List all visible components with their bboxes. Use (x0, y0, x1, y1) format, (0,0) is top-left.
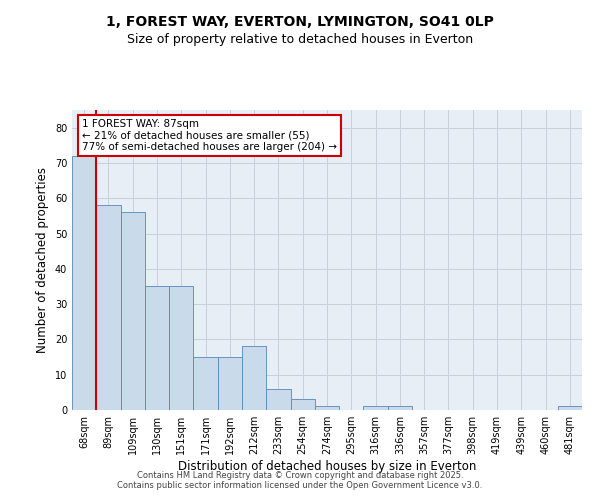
Bar (290, 400, 315, 410)
Text: 1, FOREST WAY, EVERTON, LYMINGTON, SO41 0LP: 1, FOREST WAY, EVERTON, LYMINGTON, SO41 … (106, 15, 494, 29)
Bar (388, 406, 412, 410)
Y-axis label: Number of detached properties: Number of detached properties (36, 167, 49, 353)
Bar (558, 406, 582, 410)
Text: 1 FOREST WAY: 87sqm
← 21% of detached houses are smaller (55)
77% of semi-detach: 1 FOREST WAY: 87sqm ← 21% of detached ho… (82, 119, 337, 152)
Bar (72, 156, 96, 410)
Bar (121, 212, 145, 410)
Bar (242, 346, 266, 410)
Bar (266, 389, 290, 410)
Bar (218, 357, 242, 410)
Text: Contains HM Land Registry data © Crown copyright and database right 2025.
Contai: Contains HM Land Registry data © Crown c… (118, 470, 482, 490)
Bar (193, 357, 218, 410)
Text: Size of property relative to detached houses in Everton: Size of property relative to detached ho… (127, 32, 473, 46)
Bar (169, 286, 193, 410)
Bar (364, 406, 388, 410)
Bar (315, 406, 339, 410)
X-axis label: Distribution of detached houses by size in Everton: Distribution of detached houses by size … (178, 460, 476, 473)
Bar (96, 206, 121, 410)
Bar (145, 286, 169, 410)
